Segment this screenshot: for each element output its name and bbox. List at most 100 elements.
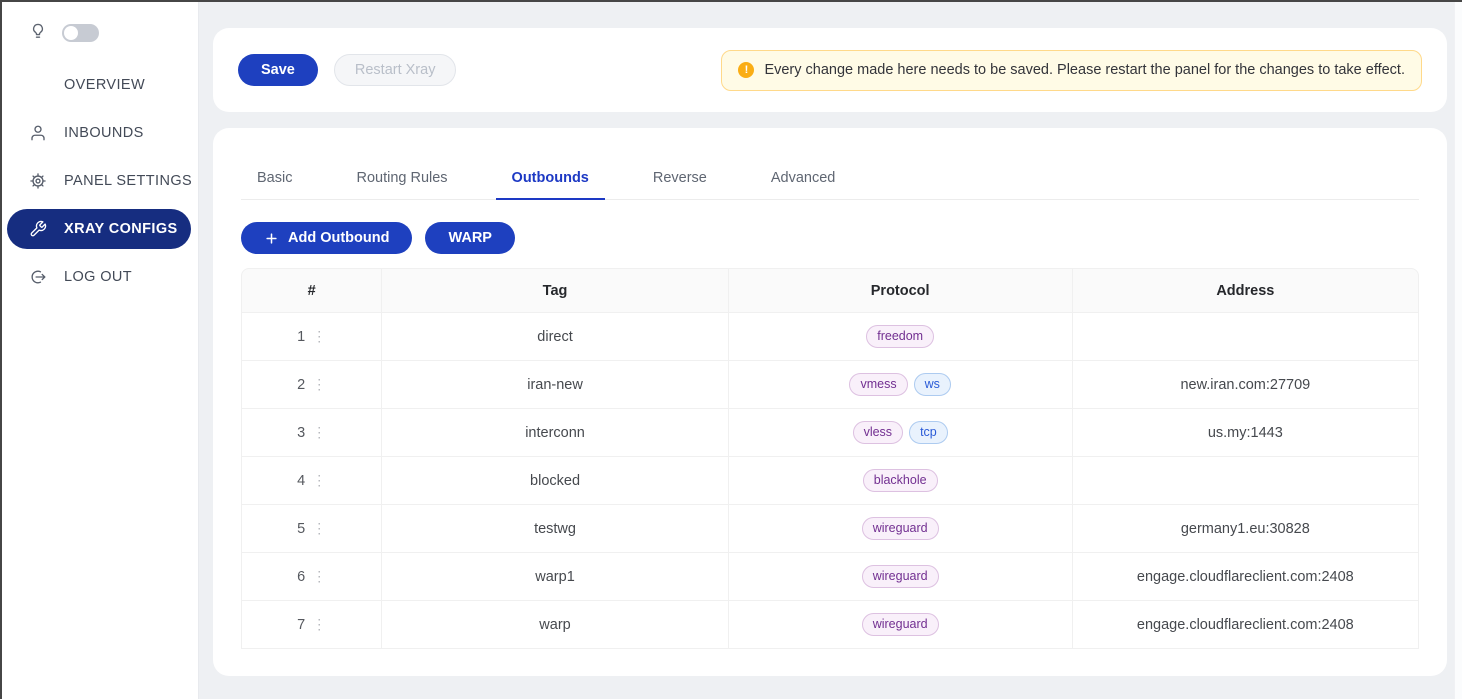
address-cell: us.my:1443: [1072, 409, 1419, 457]
address-cell: [1072, 457, 1419, 505]
index-cell: 7 ⋮: [241, 601, 383, 649]
actions-row: Add Outbound WARP: [241, 222, 1419, 254]
tab-reverse[interactable]: Reverse: [652, 170, 707, 186]
row-index: 7: [297, 617, 306, 633]
toolbar-buttons: Save Restart Xray: [238, 54, 457, 86]
table-row: 6 ⋮ warp1 wireguard engage.cloudflareclient.…: [241, 553, 1419, 601]
column-header: #: [241, 268, 383, 313]
table-row: 7 ⋮ warp wireguard engage.cloudflareclient.c…: [241, 601, 1419, 649]
sidebar-item-label: OVERVIEW: [64, 77, 146, 93]
protocol-badge: blackhole: [862, 468, 938, 493]
row-index: 4: [297, 473, 306, 489]
sidebar-item-xray-configs[interactable]: XRAY CONFIGS: [7, 209, 191, 249]
logout-icon: [29, 268, 47, 286]
outbounds-table: # Tag Protocol Address 1 ⋮ direct freedom 2 ⋮ ira…: [241, 268, 1419, 649]
sidebar-item-overview[interactable]: OVERVIEW: [0, 61, 198, 109]
vertical-dots-icon[interactable]: ⋮: [312, 568, 327, 584]
row-index: 6: [297, 569, 306, 585]
scrollbar-track[interactable]: [1454, 0, 1462, 699]
protocol-cell: vmess ws: [728, 361, 1073, 409]
gear-icon: [29, 172, 47, 190]
tag-cell: warp1: [382, 553, 729, 601]
protocol-badge: tcp: [909, 420, 948, 445]
protocol-cell: wireguard: [728, 553, 1073, 601]
plus-icon: [264, 231, 279, 246]
warning-text: Every change made here needs to be saved…: [764, 62, 1405, 78]
wrench-icon: [29, 220, 47, 238]
protocol-badge: vless: [852, 420, 904, 445]
table-row: 2 ⋮ iran-new vmess ws new.iran.com:27709: [241, 361, 1419, 409]
vertical-dots-icon[interactable]: ⋮: [312, 472, 327, 488]
toggle-knob: [64, 26, 78, 40]
tab-routing-rules[interactable]: Routing Rules: [356, 170, 448, 186]
sidebar: OVERVIEW INBOUNDS PANEL SETTINGS XRAY CONFI…: [0, 0, 199, 699]
sidebar-item-label: LOG OUT: [64, 269, 133, 285]
gauge-icon: [29, 76, 47, 94]
protocol-badge: wireguard: [861, 612, 939, 637]
sidebar-item-panel-settings[interactable]: PANEL SETTINGS: [0, 157, 198, 205]
xray-configs-card: Basic Routing Rules Outbounds Reverse Advanc…: [213, 128, 1447, 676]
tab-basic[interactable]: Basic: [257, 170, 293, 186]
protocol-badge: ws: [913, 372, 951, 397]
column-header: Tag: [382, 268, 729, 313]
tab-outbounds[interactable]: Outbounds: [495, 158, 605, 200]
save-button[interactable]: Save: [238, 54, 318, 86]
address-cell: engage.cloudflareclient.com:2408: [1072, 553, 1419, 601]
table-row: 3 ⋮ interconn vless tcp us.my:1443: [241, 409, 1419, 457]
protocol-badge: wireguard: [861, 516, 939, 541]
protocol-cell: wireguard: [728, 505, 1073, 553]
protocol-badge: wireguard: [861, 564, 939, 589]
table-row: 1 ⋮ direct freedom: [241, 313, 1419, 361]
user-icon: [29, 124, 47, 142]
index-cell: 6 ⋮: [241, 553, 383, 601]
theme-row: [0, 14, 198, 52]
toolbar-card: Save Restart Xray ! Every change made he…: [213, 28, 1447, 112]
add-outbound-button[interactable]: Add Outbound: [241, 222, 413, 254]
index-cell: 5 ⋮: [241, 505, 383, 553]
vertical-dots-icon[interactable]: ⋮: [312, 424, 327, 440]
protocol-badge: vmess: [849, 372, 908, 397]
sidebar-item-label: INBOUNDS: [64, 125, 144, 141]
protocol-cell: blackhole: [728, 457, 1073, 505]
tab-bar: Basic Routing Rules Outbounds Reverse Advanc…: [241, 158, 1419, 200]
tab-advanced[interactable]: Advanced: [770, 170, 836, 186]
content-area: Save Restart Xray ! Every change made he…: [200, 0, 1454, 699]
row-index: 1: [297, 329, 306, 345]
tag-cell: interconn: [382, 409, 729, 457]
warp-button[interactable]: WARP: [425, 222, 515, 254]
tag-cell: blocked: [382, 457, 729, 505]
sidebar-item-log-out[interactable]: LOG OUT: [0, 253, 198, 301]
address-cell: new.iran.com:27709: [1072, 361, 1419, 409]
index-cell: 3 ⋮: [241, 409, 383, 457]
address-cell: engage.cloudflareclient.com:2408: [1072, 601, 1419, 649]
row-index: 3: [297, 425, 306, 441]
add-outbound-label: Add Outbound: [288, 230, 390, 246]
protocol-cell: wireguard: [728, 601, 1073, 649]
address-cell: germany1.eu:30828: [1072, 505, 1419, 553]
window-edge-top: [0, 0, 1462, 2]
warning-icon: !: [738, 62, 755, 78]
index-cell: 2 ⋮: [241, 361, 383, 409]
table-row: 4 ⋮ blocked blackhole: [241, 457, 1419, 505]
index-cell: 4 ⋮: [241, 457, 383, 505]
tag-cell: iran-new: [382, 361, 729, 409]
protocol-cell: vless tcp: [728, 409, 1073, 457]
protocol-cell: freedom: [728, 313, 1073, 361]
table-row: 5 ⋮ testwg wireguard germany1.eu:30828: [241, 505, 1419, 553]
window-edge-left: [0, 0, 2, 699]
restart-xray-button[interactable]: Restart Xray: [333, 54, 457, 86]
address-cell: [1072, 313, 1419, 361]
table-header-row: # Tag Protocol Address: [241, 268, 1419, 313]
theme-toggle[interactable]: [62, 24, 99, 42]
vertical-dots-icon[interactable]: ⋮: [312, 520, 327, 536]
vertical-dots-icon[interactable]: ⋮: [312, 328, 327, 344]
warning-alert: ! Every change made here needs to be sav…: [721, 49, 1422, 91]
sidebar-item-label: PANEL SETTINGS: [64, 173, 193, 189]
vertical-dots-icon[interactable]: ⋮: [312, 376, 327, 392]
vertical-dots-icon[interactable]: ⋮: [312, 616, 327, 632]
sidebar-item-label: XRAY CONFIGS: [64, 221, 178, 237]
sidebar-nav: OVERVIEW INBOUNDS PANEL SETTINGS XRAY CONFI…: [0, 61, 198, 301]
row-index: 5: [297, 521, 306, 537]
sidebar-item-inbounds[interactable]: INBOUNDS: [0, 109, 198, 157]
tag-cell: warp: [382, 601, 729, 649]
